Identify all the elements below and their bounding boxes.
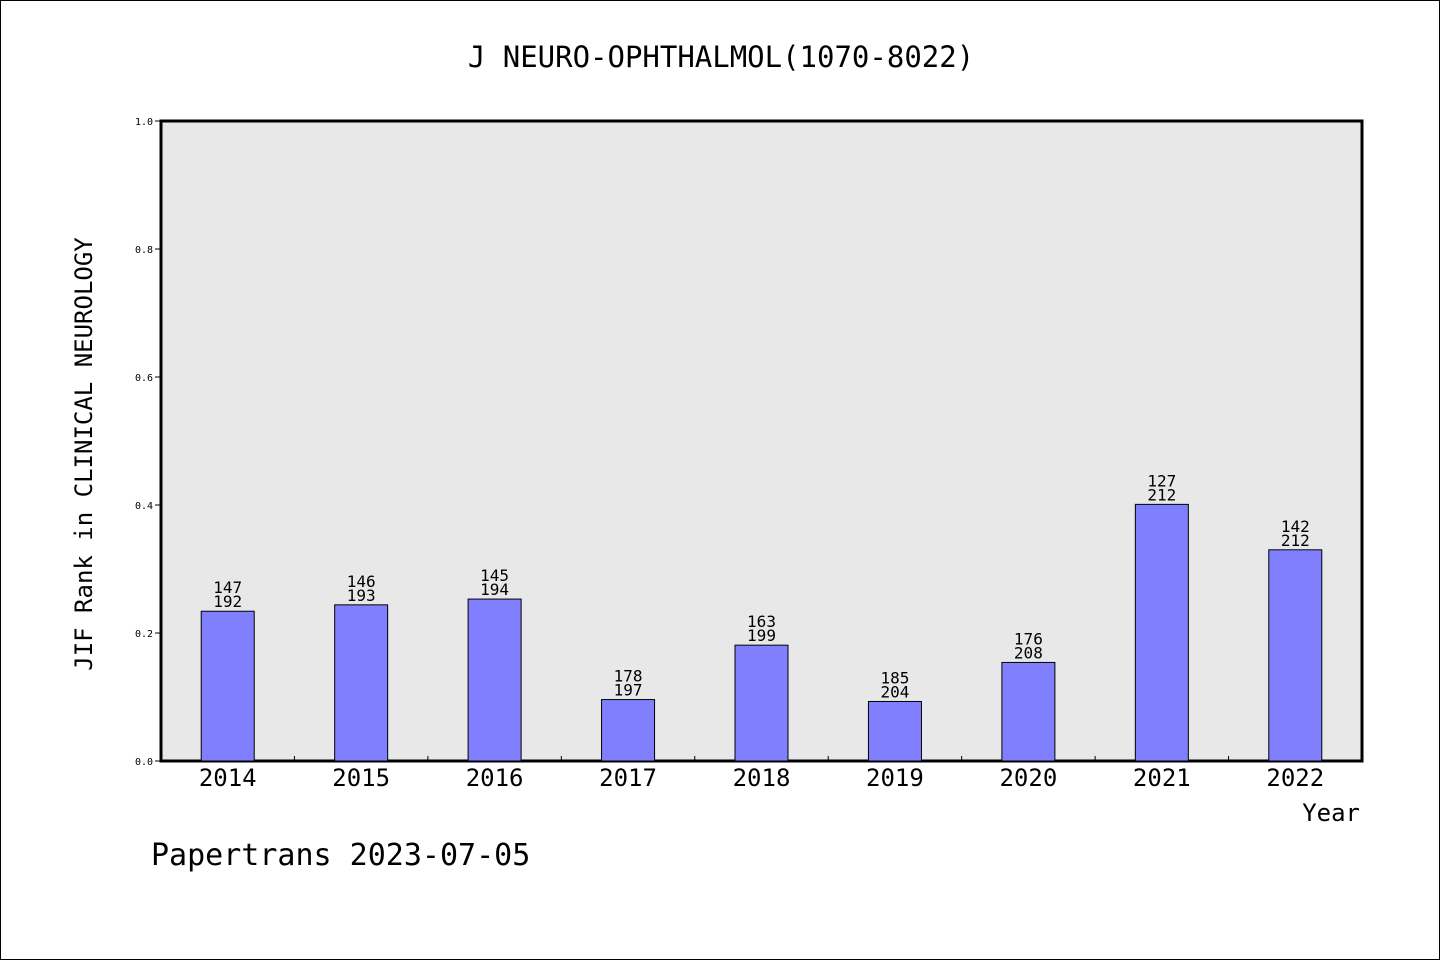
bar-rank-label: 142 (1281, 517, 1310, 536)
bar-total-label: 193 (347, 586, 376, 605)
bar (734, 644, 789, 762)
bar (334, 604, 389, 762)
x-tick-label: 2018 (733, 764, 791, 792)
bar-rank-label: 147 (213, 578, 242, 597)
bar-total-label: 192 (213, 592, 242, 611)
bars: 1471921461931451941781971631991852041762… (200, 471, 1323, 762)
y-tick-label: 0.2 (135, 629, 153, 640)
y-tick-label: 0.4 (135, 501, 153, 512)
bar-total-label: 212 (1281, 531, 1310, 550)
bar-rank-label: 176 (1014, 629, 1043, 648)
y-axis: 0.0 0.2 0.4 0.6 0.8 1.0 (135, 117, 161, 768)
y-axis-label: JIF Rank in CLINICAL NEUROLOGY (70, 237, 98, 671)
bar-total-label: 194 (480, 580, 509, 599)
bar (1134, 503, 1189, 762)
bar-total-label: 208 (1014, 643, 1043, 662)
bar-rank-label: 127 (1147, 471, 1176, 490)
x-axis: 2014 2015 2016 2017 2018 2019 2020 2021 2022 (199, 756, 1324, 792)
bar-total-label: 212 (1147, 485, 1176, 504)
bar-rank-label: 146 (347, 572, 376, 591)
bar-rank-label: 163 (747, 612, 776, 631)
chart-title: J NEURO-OPHTHALMOL(1070-8022) (468, 40, 974, 74)
y-tick-label: 0.6 (135, 373, 153, 384)
bar (601, 699, 656, 762)
bar-total-label: 199 (747, 626, 776, 645)
x-tick-label: 2017 (599, 764, 657, 792)
x-tick-label: 2020 (999, 764, 1057, 792)
y-tick-label: 0.8 (135, 245, 153, 256)
x-tick-label: 2015 (332, 764, 390, 792)
bar (867, 700, 922, 762)
x-tick-label: 2016 (466, 764, 524, 792)
bar-rank-label: 145 (480, 566, 509, 585)
bar-rank-label: 185 (880, 668, 909, 687)
bar (1001, 661, 1056, 762)
bar-total-label: 204 (880, 682, 909, 701)
x-tick-label: 2021 (1133, 764, 1191, 792)
bar-total-label: 197 (614, 681, 643, 700)
x-tick-label: 2022 (1266, 764, 1324, 792)
footer-credit: Papertrans 2023-07-05 (151, 838, 530, 873)
y-tick-label: 1.0 (135, 117, 153, 128)
bar (200, 610, 255, 762)
x-tick-label: 2014 (199, 764, 257, 792)
bar (1268, 549, 1323, 762)
x-tick-label: 2019 (866, 764, 924, 792)
bar-rank-label: 178 (614, 667, 643, 686)
y-tick-label: 0.0 (135, 757, 153, 768)
bar (467, 598, 522, 762)
x-axis-label: Year (1302, 799, 1360, 827)
